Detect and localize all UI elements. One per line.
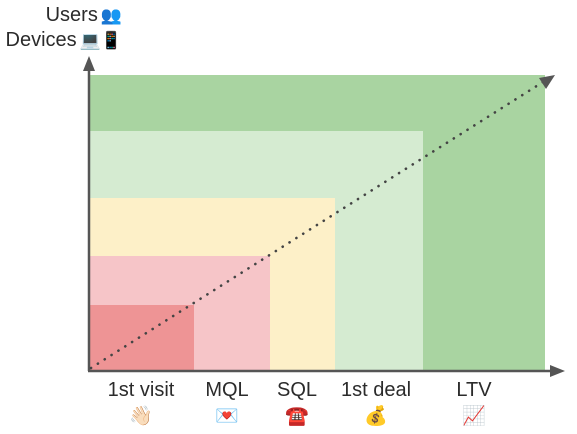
stage-first-visit: 1st visit 👋🏻 bbox=[108, 378, 175, 430]
y-axis-label-devices-text: Devices bbox=[5, 29, 77, 51]
devices-icon: 💻📱 bbox=[79, 31, 122, 50]
stage-label-sql: SQL bbox=[276, 379, 318, 401]
y-axis-label-devices: Devices 💻📱 bbox=[6, 28, 122, 53]
y-axis-label-users: Users 👥 bbox=[46, 3, 122, 28]
y-axis-arrowhead bbox=[83, 56, 95, 71]
dotted-growth-line bbox=[89, 80, 545, 370]
love-letter-icon: 💌 bbox=[215, 406, 239, 427]
stage-first-deal: 1st deal 💰 bbox=[341, 378, 411, 430]
axes bbox=[83, 56, 565, 377]
stage-label-first-visit: 1st visit bbox=[107, 379, 175, 401]
stage-mql: MQL 💌 bbox=[205, 378, 248, 430]
stage-label-first-deal: 1st deal bbox=[340, 379, 412, 401]
telephone-icon: ☎️ bbox=[285, 406, 309, 427]
x-axis-arrowhead bbox=[550, 365, 565, 377]
stage-ltv: LTV 📈 bbox=[456, 378, 491, 430]
stage-label-ltv: LTV bbox=[456, 379, 492, 401]
stage-area-first-visit bbox=[89, 305, 194, 370]
chart-increasing-icon: 📈 bbox=[462, 406, 486, 427]
y-axis-label-users-text: Users bbox=[45, 4, 98, 26]
stage-sql: SQL ☎️ bbox=[277, 378, 317, 430]
users-icon: 👥 bbox=[100, 6, 122, 25]
stage-label-mql: MQL bbox=[205, 379, 249, 401]
money-bag-icon: 💰 bbox=[364, 406, 388, 427]
growth-line-arrowhead bbox=[539, 75, 555, 89]
waving-hand-icon: 👋🏻 bbox=[129, 406, 153, 427]
